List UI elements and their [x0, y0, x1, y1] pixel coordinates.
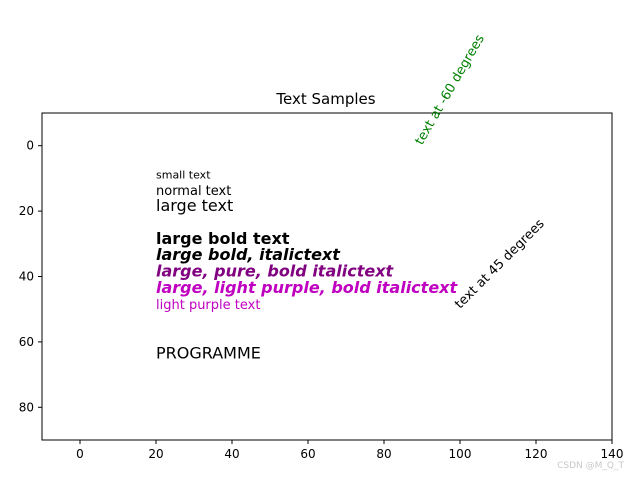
- text-annotation: large, light purple, bold italictext: [156, 278, 458, 297]
- x-tick-label: 80: [376, 447, 391, 461]
- y-axis: 0 20 40 60 80: [19, 139, 42, 414]
- y-tick-label: 80: [19, 400, 34, 414]
- x-tick-label: 140: [601, 447, 624, 461]
- text-annotation: normal text: [156, 184, 231, 199]
- text-annotation: small text: [156, 168, 211, 181]
- x-tick-label: 100: [449, 447, 472, 461]
- text-annotation: light purple text: [156, 298, 260, 313]
- text-annotation: text at -60 degrees: [412, 32, 487, 148]
- x-tick-label: 40: [224, 447, 239, 461]
- y-tick-label: 20: [19, 204, 34, 218]
- chart-title: Text Samples: [275, 90, 375, 108]
- text-annotation: text at 45 degrees: [452, 216, 548, 312]
- x-tick-label: 20: [148, 447, 163, 461]
- text-annotation: large bold text: [156, 229, 290, 248]
- y-tick-label: 60: [19, 335, 34, 349]
- x-tick-label: 0: [76, 447, 84, 461]
- watermark: CSDN @M_Q_T: [557, 461, 624, 471]
- text-annotation: large text: [156, 196, 233, 215]
- text-annotation: large, pure, bold italictext: [156, 262, 395, 281]
- x-axis: 0 20 40 60 80 100 120 140: [76, 440, 623, 461]
- x-tick-label: 60: [300, 447, 315, 461]
- x-tick-label: 120: [525, 447, 548, 461]
- y-tick-label: 0: [26, 139, 34, 153]
- text-annotation: large bold, italictext: [156, 245, 341, 264]
- y-tick-label: 40: [19, 270, 34, 284]
- text-annotation: PROGRAMME: [156, 343, 261, 362]
